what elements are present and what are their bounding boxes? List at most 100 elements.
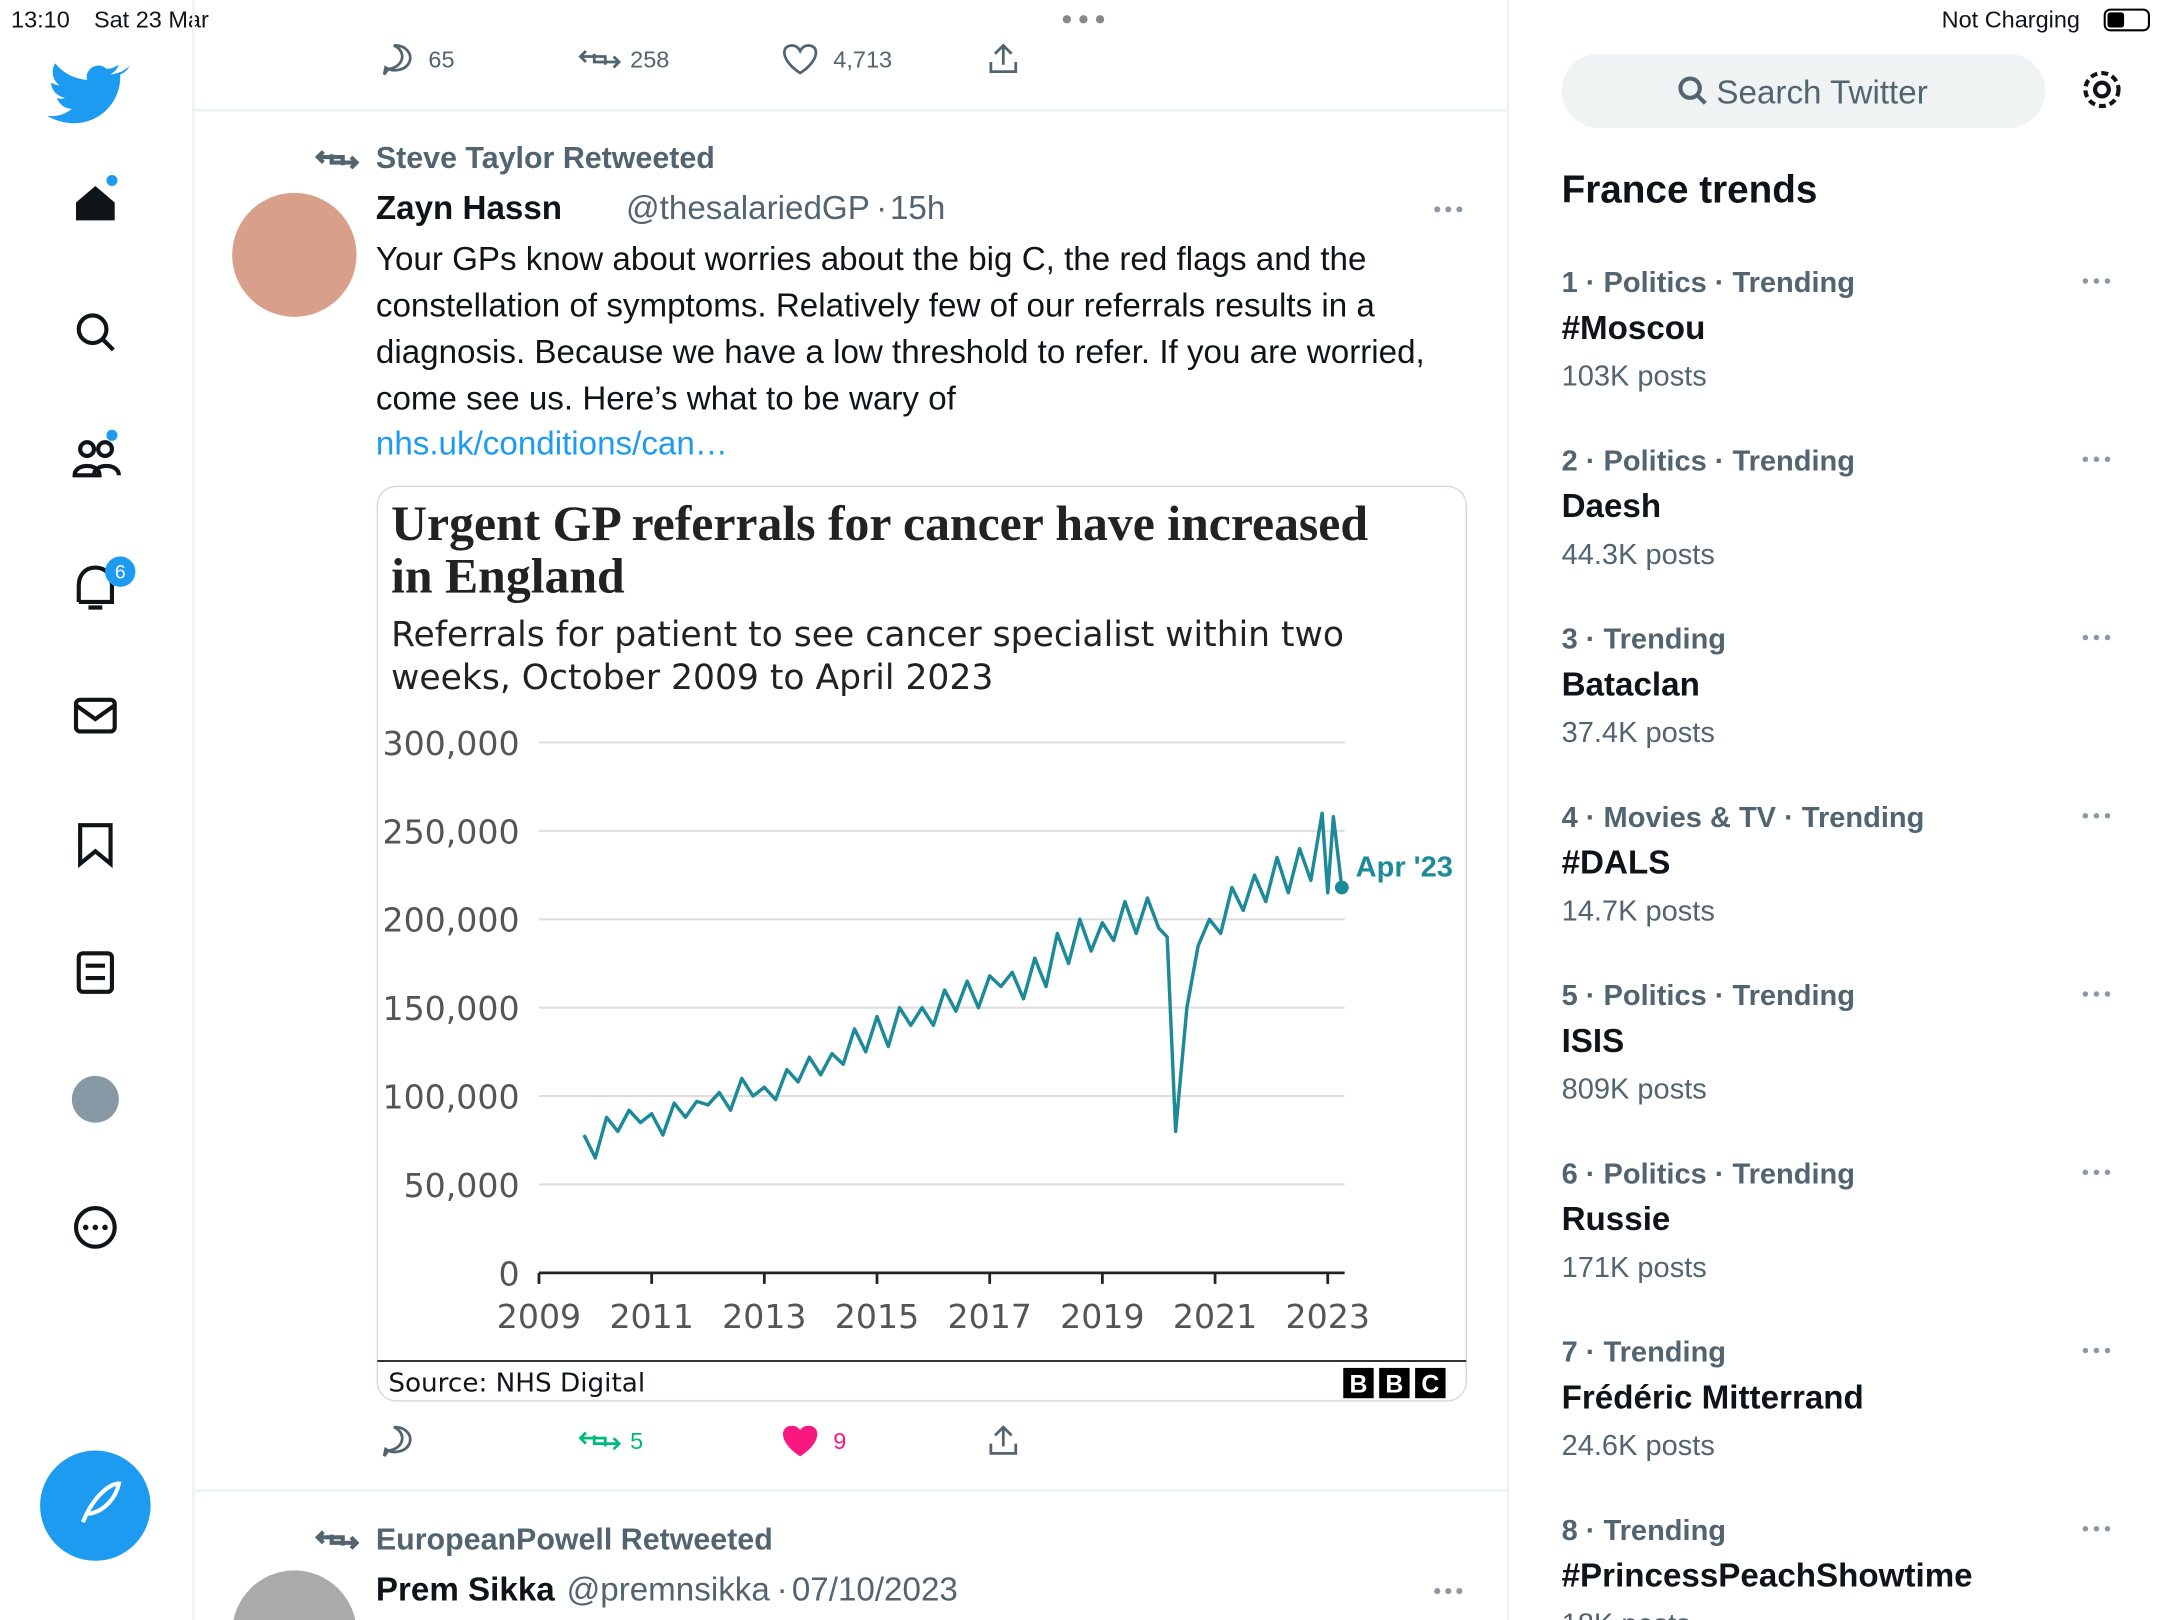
trends-heading: France trends: [1562, 169, 1818, 212]
reply-icon[interactable]: [382, 1425, 412, 1457]
trend-menu[interactable]: [2104, 1526, 2111, 1532]
x-tick-label: 2021: [1173, 1297, 1257, 1336]
trend-menu[interactable]: [2082, 456, 2089, 463]
author-name[interactable]: Zayn Hassn: [376, 190, 562, 227]
nav-more[interactable]: [73, 1206, 117, 1249]
x-tick-label: 2015: [835, 1297, 919, 1336]
y-tick-label: 200,000: [382, 901, 519, 940]
logo[interactable]: [46, 63, 130, 124]
trend-name[interactable]: Russie: [1562, 1201, 1671, 1238]
nav-messages[interactable]: [73, 697, 117, 734]
search-placeholder: Search Twitter: [1716, 74, 1927, 111]
trend-menu[interactable]: [2104, 1347, 2111, 1354]
separator: ·: [777, 1572, 788, 1609]
trend-name[interactable]: Frédéric Mitterrand: [1562, 1379, 1864, 1416]
nav-bookmarks[interactable]: [78, 823, 113, 869]
trend-meta: 3 · Trending: [1562, 624, 1726, 656]
trend-meta: 6 · Politics · Trending: [1562, 1158, 1855, 1190]
x-tick-label: 2011: [609, 1297, 693, 1336]
trend-menu[interactable]: [2093, 813, 2100, 819]
retweet-action[interactable]: [578, 49, 622, 69]
like-count: 4,713: [833, 47, 892, 73]
like-icon[interactable]: [783, 1425, 818, 1457]
tweet-time: 07/10/2023: [792, 1572, 958, 1609]
trend-posts: 24.6K posts: [1562, 1430, 1715, 1462]
tweet-text: diagnosis. Because we have a low thresho…: [376, 334, 1425, 371]
line-series: [582, 811, 1344, 1160]
author-handle[interactable]: @premnsikka: [567, 1572, 771, 1609]
share-icon[interactable]: [989, 1425, 1018, 1455]
trend-menu[interactable]: [2082, 991, 2089, 997]
trend-menu[interactable]: [2082, 1526, 2089, 1532]
trend-posts: 44.3K posts: [1562, 539, 1715, 571]
end-marker: [1334, 880, 1349, 895]
y-tick-label: 0: [499, 1254, 520, 1293]
tweet-menu[interactable]: [1434, 1588, 1463, 1595]
chart-title: in England: [391, 548, 625, 603]
trend-menu[interactable]: [2093, 1526, 2100, 1532]
trend-meta: 1 · Politics · Trending: [1562, 267, 1855, 299]
like-count: 9: [833, 1428, 846, 1454]
trend-name[interactable]: #PrincessPeachShowtime: [1562, 1558, 1973, 1595]
author-name[interactable]: Prem Sikka: [376, 1572, 555, 1609]
dot: [106, 174, 118, 186]
tweet-menu[interactable]: [1434, 206, 1463, 213]
compose-button[interactable]: [40, 1450, 151, 1561]
trend-menu[interactable]: [2093, 991, 2100, 997]
trend-menu[interactable]: [2104, 991, 2111, 997]
trend-menu[interactable]: [2093, 278, 2100, 284]
nav-home[interactable]: [76, 185, 115, 221]
trend-meta: 2 · Politics · Trending: [1562, 445, 1855, 477]
share-icon[interactable]: [989, 43, 1018, 74]
x-tick-label: 2009: [497, 1297, 581, 1336]
trend-menu[interactable]: [2093, 456, 2100, 463]
badge-count: 6: [115, 563, 126, 584]
avatar[interactable]: [232, 1570, 356, 1620]
brand-letter: B: [1349, 1372, 1367, 1399]
y-tick-label: 100,000: [382, 1078, 519, 1117]
retweeted-by: Steve Taylor Retweeted: [376, 142, 715, 175]
trend-menu[interactable]: [2104, 634, 2111, 641]
battery-level: [2107, 12, 2125, 28]
y-tick-label: 300,000: [382, 724, 519, 763]
trend-name[interactable]: Bataclan: [1562, 666, 1700, 703]
search-box[interactable]: [1561, 53, 2046, 129]
nav-lists[interactable]: [76, 951, 115, 994]
trend-name[interactable]: #DALS: [1562, 845, 1671, 882]
trend-menu[interactable]: [2082, 1169, 2089, 1176]
nav-profile[interactable]: [71, 1075, 119, 1123]
brand-box: [1379, 1367, 1410, 1399]
badge: [105, 556, 136, 587]
trend-menu[interactable]: [2082, 1347, 2089, 1354]
like-icon[interactable]: [783, 44, 818, 75]
author-handle[interactable]: @thesalariedGP: [626, 190, 870, 227]
tweet-link[interactable]: nhs.uk/conditions/can…: [376, 426, 728, 463]
trend-menu[interactable]: [2082, 278, 2089, 284]
settings[interactable]: [2083, 70, 2121, 109]
retweet-action[interactable]: [578, 1431, 622, 1451]
x-tick-label: 2019: [1060, 1297, 1144, 1336]
tweet-text: Your GPs know about worries about the bi…: [376, 241, 1367, 278]
chart-card[interactable]: [376, 485, 1467, 1402]
trend-meta: 8 · Trending: [1562, 1515, 1726, 1547]
trend-posts: 103K posts: [1562, 361, 1707, 393]
retweet-count: 5: [630, 1428, 643, 1454]
reply-icon[interactable]: [382, 44, 412, 76]
avatar[interactable]: [232, 192, 357, 317]
trend-menu[interactable]: [2093, 1169, 2100, 1176]
nav-communities[interactable]: [72, 440, 121, 478]
trend-menu[interactable]: [2093, 1347, 2100, 1354]
trend-menu[interactable]: [2093, 634, 2100, 641]
trend-name[interactable]: Daesh: [1562, 488, 1662, 525]
trend-name[interactable]: ISIS: [1562, 1023, 1625, 1060]
trend-menu[interactable]: [2104, 278, 2111, 284]
trend-name[interactable]: #Moscou: [1562, 310, 1706, 347]
trend-menu[interactable]: [2082, 634, 2089, 641]
nav-search[interactable]: [76, 313, 115, 352]
trend-menu[interactable]: [2104, 456, 2111, 463]
chart-source: Source: NHS Digital: [388, 1368, 645, 1398]
trend-menu[interactable]: [2104, 1169, 2111, 1176]
trend-menu[interactable]: [2082, 813, 2089, 819]
trend-menu[interactable]: [2104, 813, 2111, 819]
retweet-icon: [314, 150, 360, 170]
